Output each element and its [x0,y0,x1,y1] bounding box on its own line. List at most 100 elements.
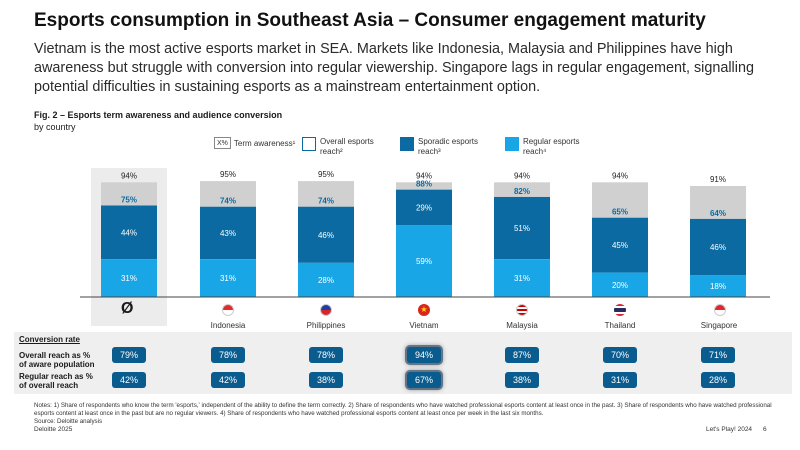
regular-bar-philippines [298,262,354,297]
awareness-label-average: 94% [121,171,137,180]
legend-overall: Overall esports reach² [302,137,397,157]
country-label-thailand: Thailand [604,321,636,330]
regular-bar-indonesia [200,259,256,297]
conversion-title: Conversion rate [19,335,80,344]
overall-reach-row-label-line2: of aware population [19,360,95,369]
regular-label-singapore: 18% [710,282,726,291]
average-symbol: Ø [121,300,134,317]
vietnam-flag-icon: ★ [418,304,430,316]
overall-conversion-pill-indonesia: 78% [211,347,245,363]
country-label-philippines: Philippines [306,321,346,330]
philippines-flag-icon [320,304,332,316]
thailand-flag-icon [614,304,626,316]
regular-reach-row-label: Regular reach as % of overall reach [19,372,93,390]
regular-bar-malaysia [494,259,550,297]
legend-regular-swatch [505,137,519,151]
sporadic-bar-singapore [690,218,746,276]
sporadic-label-indonesia: 43% [220,229,236,238]
notes: Notes: 1) Share of respondents who know … [34,402,774,426]
regular-label-average: 31% [121,274,137,283]
awareness-bar-malaysia [494,182,550,197]
awareness-bar-philippines [298,181,354,207]
sporadic-label-average: 44% [121,228,137,237]
sporadic-bar-average [101,205,157,260]
sporadic-bar-indonesia [200,206,256,260]
stacked-bar-chart: 94%75%44%31%95%74%43%31%95%74%46%28%94%8… [80,168,770,326]
overall-conversion-pill-singapore: 71% [701,347,735,363]
overall-conversion-pill-malaysia: 87% [505,347,539,363]
awareness-bar-average [101,182,157,206]
awareness-bar-thailand [592,182,648,218]
footer-right: Let's Play! 2024 [706,426,753,433]
overall-reach-label-philippines: 74% [318,197,334,206]
notes-source: Source: Deloitte analysis [34,418,103,425]
overall-reach-label-thailand: 65% [612,208,628,217]
malaysia-flag-icon [516,304,528,316]
overall-reach-label-malaysia: 82% [514,187,530,196]
page-title: Esports consumption in Southeast Asia – … [34,10,706,31]
regular-label-philippines: 28% [318,276,334,285]
regular-bar-average [101,259,157,297]
awareness-label-vietnam: 94% [416,171,432,180]
sporadic-label-thailand: 45% [612,241,628,250]
overall-reach-row-label-line1: Overall reach as % [19,351,91,360]
regular-conversion-pill-thailand: 31% [603,372,637,388]
country-label-indonesia: Indonesia [210,321,246,330]
country-label-singapore: Singapore [700,321,738,330]
overall-reach-label-indonesia: 74% [220,197,236,206]
regular-label-thailand: 20% [612,281,628,290]
regular-bar-singapore [690,275,746,297]
regular-bar-thailand [592,272,648,297]
legend-regular: Regular esports reach⁴ [505,137,600,157]
regular-reach-row-label-line2: of overall reach [19,381,79,390]
regular-conversion-pill-philippines: 38% [309,372,343,388]
overall-reach-label-vietnam: 88% [416,180,432,189]
awareness-label-thailand: 94% [612,171,628,180]
page-number: 6 [763,426,767,433]
overall-reach-label-singapore: 64% [710,209,726,218]
overall-conversion-pill-vietnam: 94% [407,347,441,363]
sporadic-label-malaysia: 51% [514,224,530,233]
overall-conversion-pill-average: 79% [112,347,146,363]
singapore-flag-icon [714,304,726,316]
sporadic-bar-thailand [592,217,648,273]
awareness-bar-indonesia [200,181,256,207]
regular-conversion-pill-vietnam: 67% [407,372,441,388]
overall-reach-label-average: 75% [121,196,137,205]
notes-text: Notes: 1) Share of respondents who know … [34,402,772,417]
awareness-bar-singapore [690,185,746,219]
country-label-vietnam: Vietnam [409,321,439,330]
legend-sporadic: Sporadic esports reach³ [400,137,495,157]
overall-reach-row-label: Overall reach as % of aware population [19,351,95,369]
legend-overall-swatch [302,137,316,151]
sporadic-bar-vietnam [396,189,452,226]
sporadic-label-singapore: 46% [710,243,726,252]
regular-conversion-pill-indonesia: 42% [211,372,245,388]
regular-label-malaysia: 31% [514,274,530,283]
indonesia-flag-icon [222,304,234,316]
sporadic-bar-philippines [298,206,354,263]
regular-label-vietnam: 59% [416,257,432,266]
figure-subtitle: by country [34,122,76,132]
regular-conversion-pill-average: 42% [112,372,146,388]
regular-label-indonesia: 31% [220,274,236,283]
awareness-marker: X% [214,137,231,149]
legend-sporadic-swatch [400,137,414,151]
sporadic-label-vietnam: 29% [416,203,432,212]
page-subtitle: Vietnam is the most active esports marke… [34,41,754,95]
figure-title: Fig. 2 – Esports term awareness and audi… [34,110,283,120]
awareness-label-philippines: 95% [318,170,334,179]
regular-conversion-pill-malaysia: 38% [505,372,539,388]
regular-bar-vietnam [396,225,452,297]
sporadic-bar-malaysia [494,196,550,260]
legend-overall-label: Overall esports reach² [320,137,374,156]
awareness-label-indonesia: 95% [220,170,236,179]
overall-conversion-pill-thailand: 70% [603,347,637,363]
country-label-malaysia: Malaysia [506,321,538,330]
awareness-bar-vietnam [396,182,452,190]
awareness-label-malaysia: 94% [514,171,530,180]
sporadic-label-philippines: 46% [318,231,334,240]
overall-conversion-pill-philippines: 78% [309,347,343,363]
footer-left: Deloitte 2025 [34,426,73,433]
regular-conversion-pill-singapore: 28% [701,372,735,388]
